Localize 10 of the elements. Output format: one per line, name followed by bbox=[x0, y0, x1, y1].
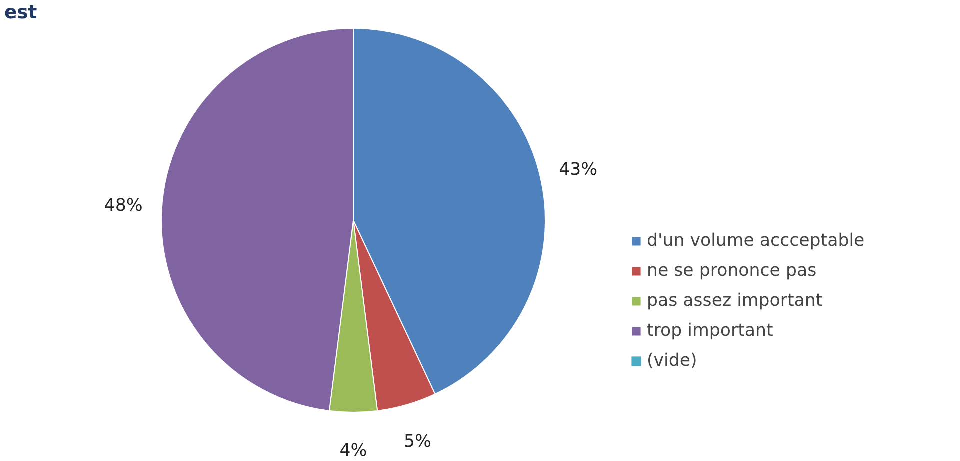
legend-label: (vide) bbox=[647, 351, 698, 371]
chart-title: est bbox=[4, 2, 38, 24]
data-label: 4% bbox=[340, 440, 368, 461]
legend-label: ne se prononce pas bbox=[647, 261, 817, 281]
legend-label: d'un volume accceptable bbox=[647, 231, 865, 251]
data-label: 48% bbox=[104, 196, 143, 216]
legend-label: pas assez important bbox=[647, 291, 823, 311]
data-label: 5% bbox=[404, 432, 432, 452]
data-label: 43% bbox=[559, 160, 598, 180]
legend-label: trop important bbox=[647, 321, 774, 341]
